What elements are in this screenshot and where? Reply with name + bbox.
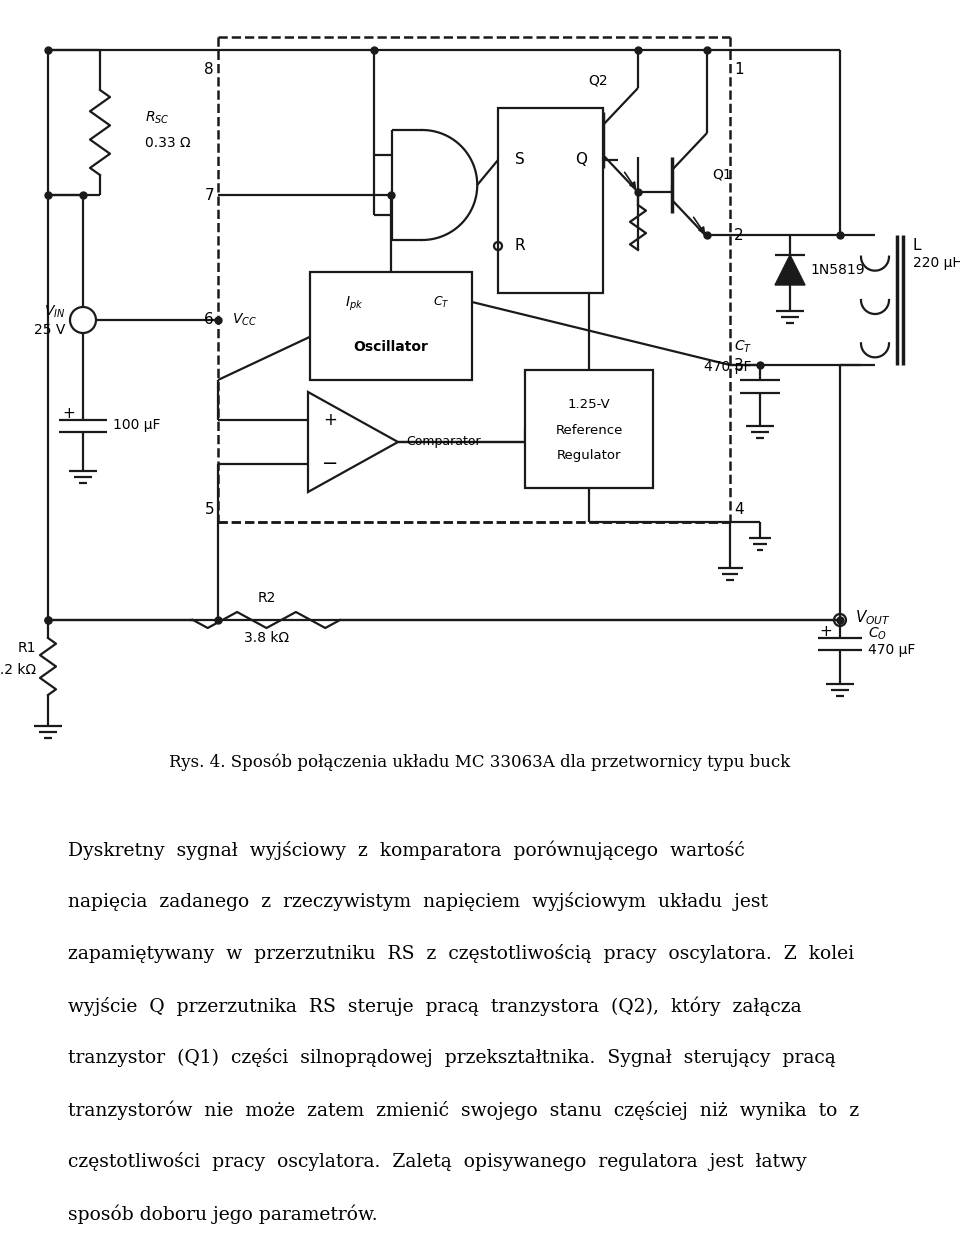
Polygon shape — [775, 255, 805, 285]
Text: zapamiętywany  w  przerzutniku  RS  z  częstotliwością  pracy  oscylatora.  Z  k: zapamiętywany w przerzutniku RS z często… — [68, 944, 854, 963]
Text: $C_T$: $C_T$ — [433, 295, 450, 310]
Text: 3.8 kΩ: 3.8 kΩ — [244, 631, 289, 645]
Text: 3: 3 — [734, 357, 744, 372]
Text: $C_T$: $C_T$ — [733, 339, 752, 355]
Text: $V_{CC}$: $V_{CC}$ — [232, 312, 257, 329]
Text: Q1: Q1 — [712, 168, 732, 182]
Text: Comparator: Comparator — [406, 435, 481, 449]
Text: +: + — [324, 411, 337, 429]
Text: napięcia  zadanego  z  rzeczywistym  napięciem  wyjściowym  układu  jest: napięcia zadanego z rzeczywistym napięci… — [68, 892, 768, 910]
Text: wyjście  Q  przerzutnika  RS  steruje  pracą  tranzystora  (Q2),  który  załącza: wyjście Q przerzutnika RS steruje pracą … — [68, 996, 802, 1016]
Text: 2: 2 — [734, 227, 744, 242]
Text: Reference: Reference — [555, 424, 623, 436]
Text: 6: 6 — [204, 312, 214, 327]
Text: L: L — [913, 237, 922, 252]
Text: R1: R1 — [17, 641, 36, 655]
Text: sposób doboru jego parametrów.: sposób doboru jego parametrów. — [68, 1204, 377, 1224]
Text: Oscillator: Oscillator — [353, 340, 428, 354]
Text: 7: 7 — [204, 188, 214, 202]
Text: R2: R2 — [257, 591, 276, 604]
Text: 1: 1 — [734, 63, 744, 78]
Text: częstotliwości  pracy  oscylatora.  Zaletą  opisywanego  regulatora  jest  łatwy: częstotliwości pracy oscylatora. Zaletą … — [68, 1152, 806, 1171]
Text: Rys. 4. Sposób połączenia układu MC 33063A dla przetwornicy typu buck: Rys. 4. Sposób połączenia układu MC 3306… — [169, 754, 791, 771]
Text: 25 V: 25 V — [34, 324, 65, 337]
Text: $V_{IN}$: $V_{IN}$ — [43, 303, 65, 320]
Text: Q2: Q2 — [588, 73, 608, 87]
Text: $C_O$: $C_O$ — [868, 626, 887, 642]
Bar — [310, 272, 472, 380]
Text: 220 μH: 220 μH — [913, 256, 960, 270]
Text: 470 pF: 470 pF — [705, 360, 752, 374]
Text: +: + — [62, 405, 75, 420]
Text: 1.25-V: 1.25-V — [567, 398, 611, 410]
Text: tranzystorów  nie  może  zatem  zmienić  swojego  stanu  częściej  niż  wynika  : tranzystorów nie może zatem zmienić swoj… — [68, 1100, 859, 1120]
Text: R: R — [515, 238, 525, 253]
Text: Q: Q — [575, 153, 587, 168]
Text: 100 μF: 100 μF — [113, 418, 160, 431]
Text: S: S — [516, 153, 525, 168]
Text: $V_{OUT}$: $V_{OUT}$ — [855, 608, 891, 627]
Text: Regulator: Regulator — [557, 449, 621, 463]
Text: $I_{pk}$: $I_{pk}$ — [345, 295, 363, 314]
Text: 0.33 Ω: 0.33 Ω — [145, 135, 191, 150]
Text: −: − — [322, 454, 338, 474]
Text: 1N5819: 1N5819 — [810, 263, 865, 277]
Bar — [498, 108, 603, 293]
Text: 1.2 kΩ: 1.2 kΩ — [0, 663, 36, 677]
Text: 5: 5 — [204, 503, 214, 518]
Text: 8: 8 — [204, 63, 214, 78]
Text: tranzystor  (Q1)  części  silnoprądowej  przekształtnika.  Sygnał  sterujący  pr: tranzystor (Q1) części silnoprądowej prz… — [68, 1048, 836, 1067]
Bar — [525, 370, 653, 488]
Text: $R_{SC}$: $R_{SC}$ — [145, 110, 170, 127]
Text: Dyskretny  sygnał  wyjściowy  z  komparatora  porównującego  wartość: Dyskretny sygnał wyjściowy z komparatora… — [68, 840, 745, 859]
Text: 4: 4 — [734, 503, 744, 518]
Text: 470 μF: 470 μF — [868, 643, 916, 657]
Text: +: + — [819, 624, 832, 640]
